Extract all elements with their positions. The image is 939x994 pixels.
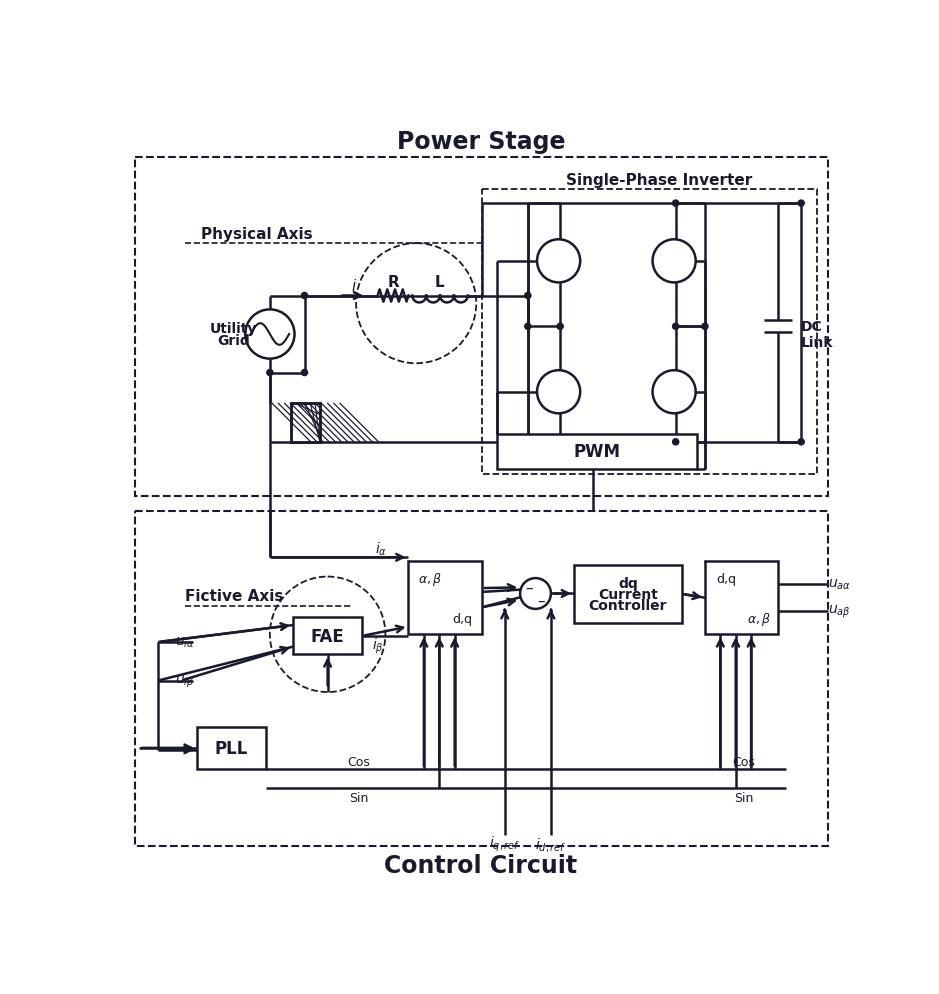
Circle shape (267, 370, 273, 376)
Text: $\alpha,\beta$: $\alpha,\beta$ (418, 570, 442, 587)
Text: Grid: Grid (217, 334, 250, 348)
Text: Sin: Sin (348, 791, 368, 804)
Circle shape (537, 371, 580, 414)
Circle shape (653, 240, 696, 283)
Circle shape (557, 324, 563, 330)
Bar (482, 190, 817, 475)
Text: DC
Link: DC Link (801, 320, 834, 350)
Circle shape (672, 439, 679, 445)
Text: Fictive Axis: Fictive Axis (185, 588, 284, 603)
Text: $i_{q,ref}$: $i_{q,ref}$ (489, 834, 520, 854)
Text: FAE: FAE (311, 627, 345, 645)
Circle shape (525, 324, 531, 330)
Text: $i_{\beta}$: $i_{\beta}$ (372, 636, 383, 655)
Text: PLL: PLL (215, 740, 248, 757)
Text: d,q: d,q (453, 612, 472, 626)
Bar (197, 727, 266, 769)
Bar (497, 434, 698, 469)
Text: $\alpha,\beta$: $\alpha,\beta$ (747, 610, 771, 628)
Text: Physical Axis: Physical Axis (201, 228, 312, 243)
Circle shape (653, 371, 696, 414)
Circle shape (269, 577, 385, 693)
Bar (705, 562, 778, 634)
Circle shape (798, 201, 804, 207)
Bar (291, 404, 320, 442)
Circle shape (672, 201, 679, 207)
Text: d,q: d,q (716, 572, 736, 585)
Bar (291, 404, 320, 442)
Text: $i$: $i$ (351, 277, 357, 293)
Text: $u_{a\alpha}$: $u_{a\alpha}$ (828, 578, 851, 591)
Circle shape (301, 370, 308, 376)
Text: –: – (537, 593, 545, 608)
Text: Single-Phase Inverter: Single-Phase Inverter (565, 173, 752, 188)
Bar (408, 562, 482, 634)
Bar (293, 617, 362, 655)
Text: Controller: Controller (589, 598, 668, 612)
Text: $u_{i\beta}$: $u_{i\beta}$ (176, 673, 194, 689)
Circle shape (537, 240, 580, 283)
Circle shape (356, 244, 476, 364)
Circle shape (701, 324, 708, 330)
Text: PWM: PWM (574, 443, 621, 461)
Bar (291, 404, 320, 442)
Text: $u_{i\alpha}$: $u_{i\alpha}$ (176, 635, 195, 649)
Text: L: L (435, 275, 444, 290)
Bar (291, 404, 320, 442)
Circle shape (245, 310, 295, 359)
Bar (135, 512, 828, 846)
Bar (291, 404, 320, 442)
Text: Cos: Cos (347, 755, 370, 768)
Text: Cos: Cos (732, 755, 755, 768)
Bar (291, 404, 320, 442)
Text: $i_{d,ref}$: $i_{d,ref}$ (535, 835, 567, 853)
Bar (291, 404, 320, 442)
Circle shape (520, 579, 551, 609)
Bar (291, 404, 320, 442)
Bar (291, 404, 320, 442)
Circle shape (798, 439, 804, 445)
Bar (291, 404, 320, 442)
Text: Control Circuit: Control Circuit (384, 854, 577, 878)
Circle shape (525, 293, 531, 299)
Bar (291, 404, 320, 442)
Text: Utility: Utility (210, 321, 257, 336)
Text: Power Stage: Power Stage (396, 130, 565, 154)
Text: Current: Current (598, 587, 658, 601)
Text: –: – (526, 580, 533, 595)
Bar (135, 158, 828, 496)
Bar (291, 404, 320, 442)
Bar (291, 404, 320, 442)
Text: $i_{\alpha}$: $i_{\alpha}$ (376, 540, 388, 558)
Bar (574, 566, 682, 623)
Circle shape (672, 324, 679, 330)
Bar (291, 404, 320, 442)
Text: R: R (387, 275, 399, 290)
Text: $u_{a\beta}$: $u_{a\beta}$ (828, 603, 851, 619)
Text: Sin: Sin (733, 791, 753, 804)
Circle shape (301, 293, 308, 299)
Text: dq: dq (618, 577, 638, 590)
